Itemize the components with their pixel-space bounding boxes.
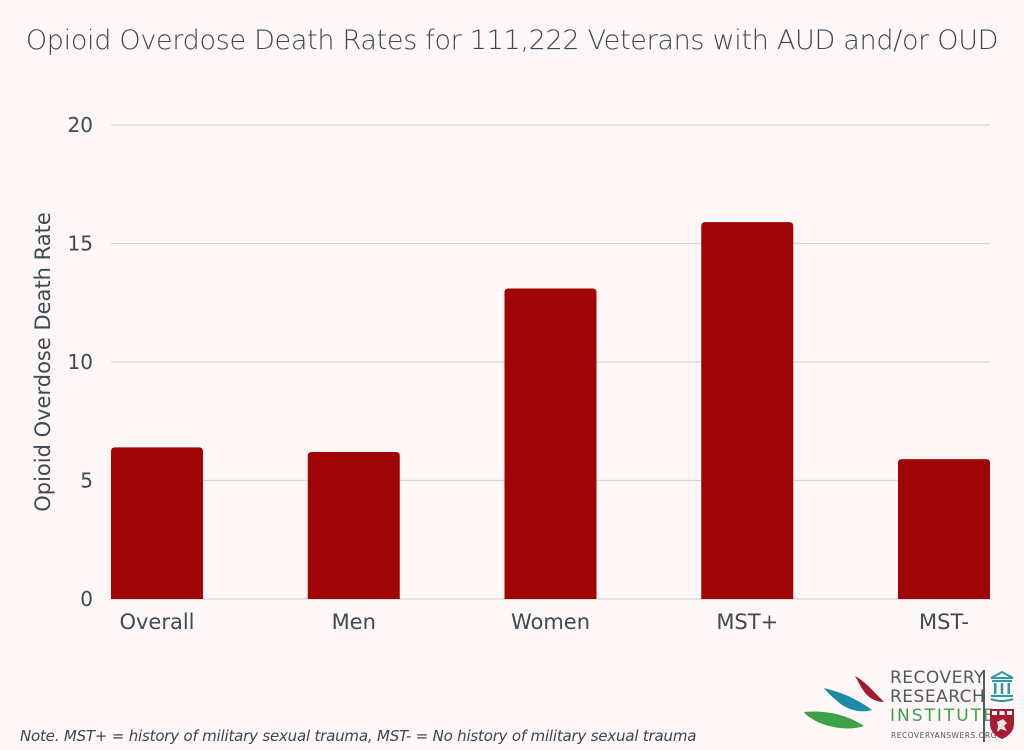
x-tick-label: Overall (119, 610, 194, 634)
x-tick-label: MST+ (716, 610, 778, 634)
bar-men (307, 452, 400, 599)
bar-mst-plus (701, 222, 794, 600)
y-axis-title: Opioid Overdose Death Rate (31, 212, 55, 512)
swoosh-red (855, 676, 884, 702)
y-tick-label: 10 (68, 350, 93, 374)
x-tick-label: Women (511, 610, 590, 634)
swoosh-icon (804, 676, 884, 729)
logo-line-recovery: RECOVERY (890, 668, 985, 688)
logo-line-research: RESEARCH (890, 687, 986, 707)
hospital-building-icon (990, 670, 1014, 702)
bars (111, 222, 990, 600)
bar-chart: 0 5 10 15 20 Overall Men Women MST+ MST- Opioid … (31, 113, 990, 634)
x-axis-labels: Overall Men Women MST+ MST- (119, 610, 969, 634)
y-tick-label: 15 (68, 232, 93, 256)
swoosh-blue (824, 688, 872, 712)
y-tick-label: 5 (80, 469, 93, 493)
x-tick-label: MST- (919, 610, 969, 634)
bar-women (504, 288, 597, 599)
logo-divider (983, 670, 985, 742)
x-tick-label: Men (332, 610, 376, 634)
swoosh-green (804, 711, 864, 729)
chart-title: Opioid Overdose Death Rates for 111,222 … (25, 25, 999, 56)
logo-url: RECOVERYANSWERS.ORG (891, 731, 997, 740)
y-tick-label: 0 (80, 587, 93, 611)
bar-overall (111, 447, 203, 599)
logo-line-institute: INSTITUTE (890, 706, 996, 726)
recovery-research-institute-logo: RECOVERY RESEARCH INSTITUTE RECOVERYANSW… (800, 666, 1024, 750)
y-tick-label: 20 (68, 113, 93, 137)
bar-mst-minus (898, 459, 990, 599)
footnote: Note. MST+ = history of military sexual … (20, 727, 697, 745)
harvard-shield-icon (990, 709, 1014, 739)
y-axis-ticks: 0 5 10 15 20 (68, 113, 93, 611)
